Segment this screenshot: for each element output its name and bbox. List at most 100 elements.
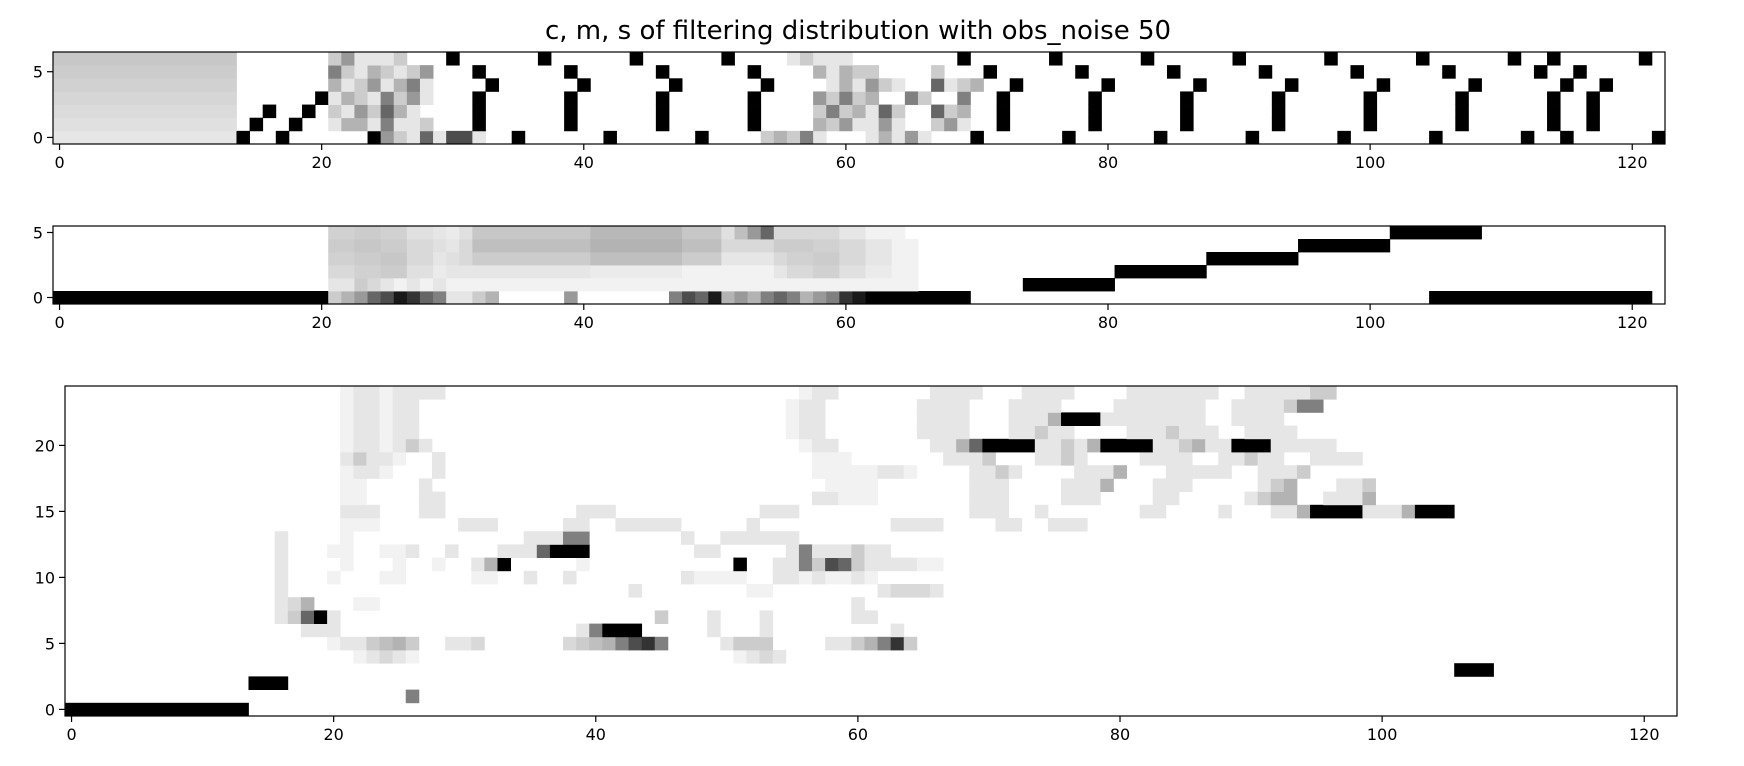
heatmap-cell (379, 399, 394, 413)
heatmap-cell (733, 650, 747, 664)
heatmap-cell (380, 226, 408, 240)
heatmap-cell (392, 557, 407, 572)
heatmap-cell (1455, 117, 1469, 132)
heatmap-cell (825, 636, 852, 651)
heatmap-cell (798, 438, 813, 453)
heatmap-cell (838, 557, 852, 572)
heatmap-cell (379, 465, 394, 479)
heatmap-cell (628, 636, 643, 651)
axes-frame (52, 51, 1666, 145)
heatmap-cell (353, 412, 380, 426)
heatmap-cell (682, 265, 775, 279)
y-tick-label: 5 (45, 634, 55, 653)
heatmap-cell (759, 623, 774, 638)
heatmap-cell (393, 278, 408, 292)
heatmap-cell (812, 570, 826, 585)
heatmap-cell (484, 557, 498, 572)
heatmap-cell (380, 104, 395, 119)
heatmap-cell (1257, 465, 1298, 479)
heatmap-cell (328, 65, 342, 79)
heatmap-cell (891, 117, 906, 132)
heatmap-cell (759, 610, 774, 624)
heatmap-cell (1231, 399, 1285, 413)
heatmap-cell (523, 531, 564, 545)
heatmap-cell (53, 65, 237, 79)
heatmap-cell (903, 465, 918, 479)
heatmap-cell (785, 399, 800, 413)
heatmap-cell (458, 518, 498, 532)
x-tick-label: 20 (311, 313, 331, 332)
heatmap-cell (800, 130, 814, 145)
heatmap-cell (354, 91, 368, 105)
heatmap-cell (353, 465, 380, 479)
heatmap-cell (379, 544, 407, 558)
heatmap-cell (380, 291, 395, 305)
heatmap-cell (315, 91, 329, 105)
heatmap-cell (760, 226, 775, 240)
heatmap-cells (53, 226, 1653, 305)
heatmap-cell (1271, 104, 1286, 119)
heatmap-cell (890, 584, 931, 598)
heatmap-cell (825, 478, 878, 492)
heatmap-cell (839, 265, 866, 279)
heatmap-cell (839, 65, 853, 79)
heatmap-cell (446, 226, 460, 240)
heatmap-cell (1180, 91, 1194, 105)
heatmap-cell (1021, 386, 1075, 400)
heatmap-cell (865, 78, 880, 92)
heatmap-cell (459, 252, 473, 266)
heatmap-cell (813, 265, 840, 279)
heatmap-cell (1034, 425, 1049, 440)
heatmap-cell (747, 117, 762, 132)
heatmap-cell (485, 78, 499, 92)
heatmap-cell (1165, 425, 1180, 440)
heatmap-cell (877, 584, 892, 598)
heatmap-cell (891, 78, 906, 92)
heatmap-cell (798, 570, 813, 585)
heatmap-cell (367, 117, 382, 132)
heatmap-cell (393, 291, 408, 305)
heatmap-cell (1257, 478, 1272, 492)
heatmap-cell (446, 130, 473, 145)
heatmap-cell (353, 438, 380, 453)
heatmap-cell (1244, 386, 1311, 400)
heatmap-cell (1298, 239, 1391, 253)
heatmap-cell (367, 291, 382, 305)
heatmap-cell (1232, 52, 1247, 66)
heatmap-cell (878, 78, 893, 92)
heatmap-cell (1363, 91, 1378, 105)
heatmap-cell (1296, 465, 1311, 479)
heatmap-cell (1376, 78, 1391, 92)
heatmap-cell (1257, 491, 1272, 506)
heatmap-cell (340, 531, 354, 545)
heatmap-cell (721, 52, 735, 66)
heatmap-cell (995, 518, 1023, 532)
heatmap-cell (300, 597, 315, 611)
heatmap-cell (1114, 265, 1207, 279)
heatmap-cell (969, 465, 996, 479)
heatmap-cell (917, 91, 932, 105)
heatmap-cell (1638, 52, 1653, 66)
heatmap-cell (1047, 412, 1062, 426)
heatmap-cell (419, 91, 434, 105)
heatmap-cell (839, 252, 866, 266)
heatmap-cell (328, 239, 355, 253)
x-tick-label: 0 (54, 313, 64, 332)
heatmap-cell (590, 239, 683, 253)
heatmap-cell (1113, 465, 1127, 479)
heatmap-cell (957, 104, 971, 119)
heatmap-cell (53, 291, 329, 305)
heatmap-cell (1206, 252, 1299, 266)
heatmap-cell (826, 291, 840, 305)
heatmap-cell (1270, 491, 1298, 506)
heatmap-cell (433, 252, 447, 266)
heatmap-cell (354, 278, 368, 292)
heatmap-cell (406, 291, 421, 305)
heatmap-cell (340, 452, 354, 466)
heatmap-cell (812, 386, 839, 400)
heatmap-cell (300, 610, 315, 624)
heatmap-cell (746, 584, 774, 598)
heatmap-cell (1152, 438, 1180, 453)
heatmap-cell (786, 252, 814, 266)
heatmap-cell (721, 239, 775, 253)
